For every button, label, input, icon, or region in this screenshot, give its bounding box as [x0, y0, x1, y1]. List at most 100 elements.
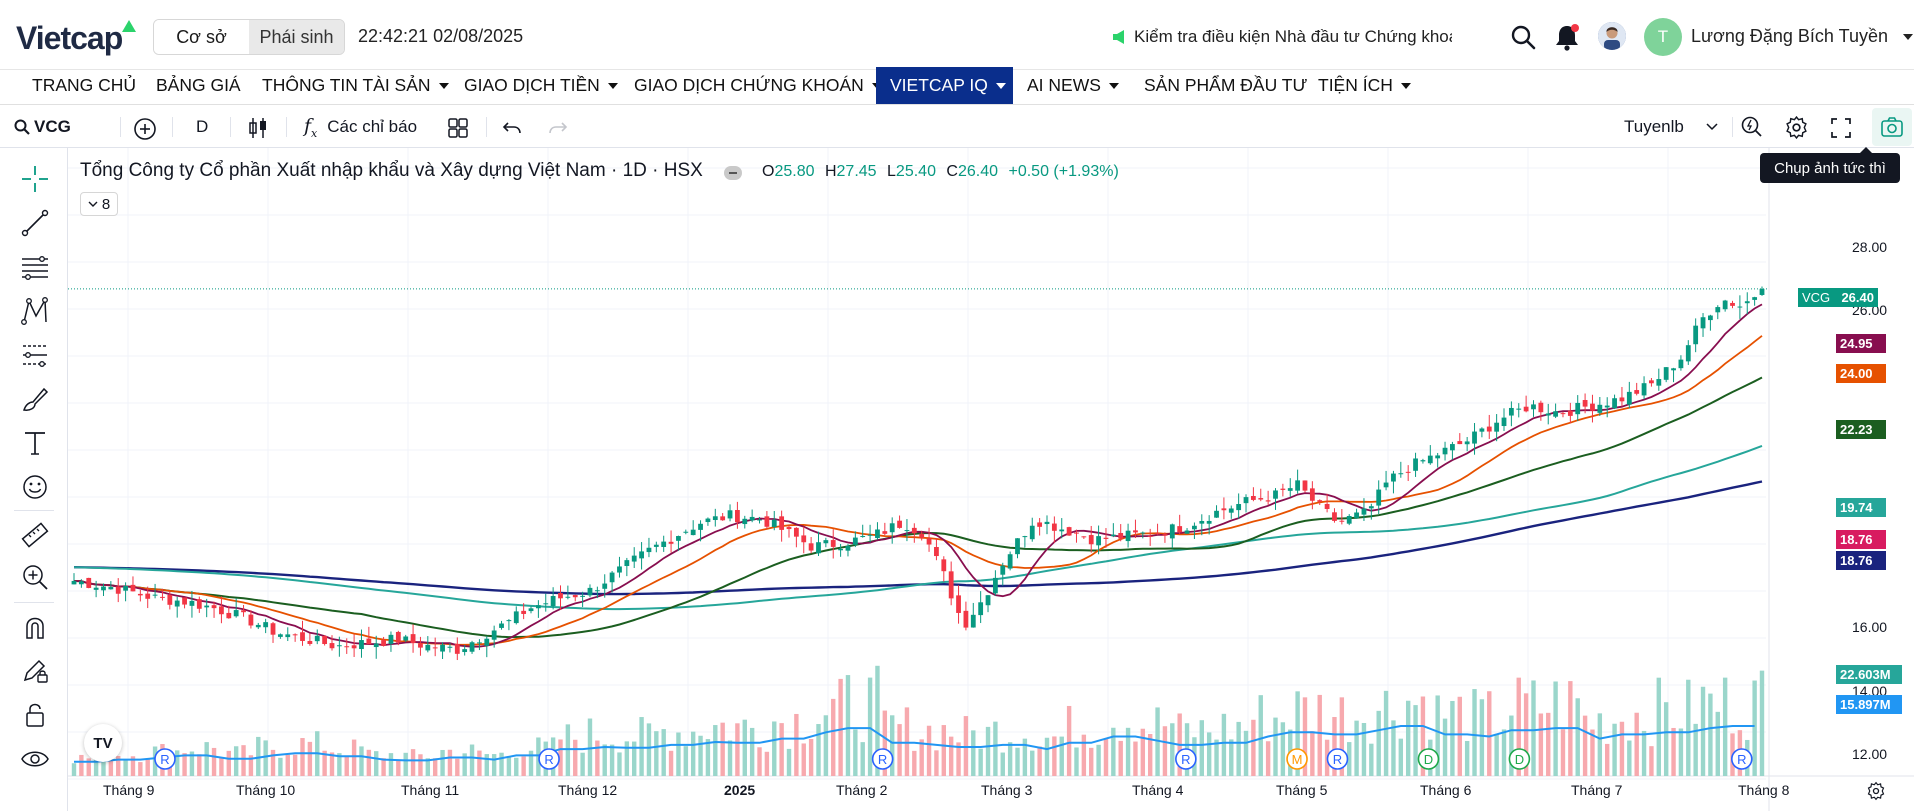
- candle-body: [742, 518, 748, 525]
- fullscreen-icon[interactable]: [1830, 117, 1852, 139]
- nav-thong-tin-tai-san[interactable]: THÔNG TIN TÀI SẢN: [248, 67, 463, 104]
- candle-body: [285, 634, 291, 638]
- lock-icon[interactable]: [20, 700, 50, 730]
- snapshot-button[interactable]: [1872, 108, 1912, 146]
- candle-body: [764, 516, 770, 527]
- volume-bar: [440, 749, 445, 776]
- nav-trang-chu[interactable]: TRANG CHỦ: [32, 75, 137, 95]
- segment-co-so[interactable]: Cơ sở: [154, 20, 249, 54]
- candle-body: [440, 644, 445, 652]
- indicator-collapse-button[interactable]: 8: [80, 192, 118, 216]
- candle-body: [1649, 380, 1654, 384]
- trend-line-icon[interactable]: [20, 208, 50, 238]
- symbol-search[interactable]: VCG: [14, 106, 71, 148]
- candle-body: [1044, 521, 1050, 525]
- candle-body: [506, 620, 512, 622]
- brush-icon[interactable]: [20, 384, 50, 414]
- volume-bar: [1236, 721, 1241, 776]
- nav-vietcap-iq[interactable]: VIETCAP IQ: [876, 67, 1013, 104]
- notice-ticker[interactable]: Kiểm tra điều kiện Nhà đầu tư Chứng khoá…: [1134, 27, 1452, 46]
- volume-bar: [1155, 707, 1160, 776]
- nav-bang-gia[interactable]: BẢNG GIÁ: [156, 75, 241, 95]
- forecast-tool-icon[interactable]: [20, 340, 50, 370]
- ohlc-low: 25.40: [895, 163, 936, 180]
- volume-bar: [123, 758, 128, 776]
- volume-bar: [366, 749, 372, 776]
- ruler-icon[interactable]: [20, 520, 50, 550]
- candle-body: [1273, 490, 1278, 499]
- volume-bar: [1133, 741, 1138, 776]
- candle-body: [786, 527, 792, 530]
- volume-bar: [558, 739, 563, 776]
- eye-icon[interactable]: [20, 744, 50, 774]
- crosshair-icon[interactable]: [20, 164, 50, 194]
- volume-bar: [79, 754, 84, 776]
- volume-bar: [1354, 720, 1359, 776]
- settings-gear-icon[interactable]: [1784, 115, 1809, 140]
- event-marker[interactable]: R: [871, 748, 894, 770]
- volume-bar: [602, 744, 607, 776]
- tradingview-logo[interactable]: TV: [84, 724, 122, 762]
- templates-grid-icon[interactable]: [446, 116, 470, 140]
- lock-drawings-pencil-icon[interactable]: [20, 656, 50, 686]
- candle-body: [381, 640, 386, 646]
- toolbar-divider: [486, 117, 487, 137]
- segment-phai-sinh[interactable]: Phái sinh: [249, 20, 344, 54]
- volume-bar: [676, 732, 681, 776]
- nav-ai-news[interactable]: AI NEWS: [1013, 67, 1133, 104]
- magnet-icon[interactable]: [20, 612, 50, 642]
- event-marker[interactable]: M: [1286, 748, 1308, 770]
- quick-search-icon[interactable]: [1740, 115, 1764, 139]
- volume-bar: [174, 750, 180, 776]
- fib-retracement-icon[interactable]: [20, 252, 50, 282]
- event-marker[interactable]: R: [1175, 748, 1197, 770]
- nav-san-pham-dau-tu[interactable]: SẢN PHẨM ĐẦU TƯ: [1144, 75, 1308, 95]
- volume-bar: [189, 751, 195, 776]
- volume-bar: [1457, 696, 1462, 776]
- nav-giao-dich-chung-khoan[interactable]: GIAO DỊCH CHỨNG KHOÁN: [620, 67, 896, 104]
- event-marker[interactable]: D: [1508, 748, 1531, 770]
- event-marker[interactable]: R: [1326, 748, 1349, 770]
- search-icon[interactable]: [1510, 24, 1536, 50]
- candle-type-icon[interactable]: [246, 116, 270, 140]
- candle-body: [123, 586, 128, 591]
- event-marker[interactable]: D: [1417, 748, 1440, 770]
- bell-icon[interactable]: [1552, 22, 1582, 52]
- pattern-tool-icon[interactable]: [20, 296, 50, 326]
- indicators-button[interactable]: fx Các chỉ báo: [304, 106, 417, 148]
- vietcap-logo[interactable]: Vietcap: [16, 20, 123, 56]
- compare-add-icon[interactable]: [133, 117, 157, 141]
- candle-body: [609, 572, 615, 583]
- x-tick: Tháng 8: [1738, 782, 1790, 798]
- candle-body: [801, 535, 807, 543]
- nav-tien-ich[interactable]: TIỆN ÍCH: [1304, 67, 1425, 104]
- candle-body: [1317, 500, 1323, 502]
- event-marker[interactable]: R: [1730, 748, 1753, 770]
- undo-icon[interactable]: [502, 118, 522, 138]
- axis-settings-icon[interactable]: [1866, 781, 1886, 801]
- avatar-photo[interactable]: [1598, 22, 1626, 50]
- layout-select[interactable]: Tuyenlb: [1624, 106, 1718, 148]
- redo-icon[interactable]: [548, 118, 568, 138]
- user-avatar[interactable]: T: [1644, 18, 1682, 56]
- event-marker[interactable]: R: [154, 748, 176, 770]
- candle-body: [491, 630, 497, 640]
- legend-visibility-toggle[interactable]: [724, 166, 742, 180]
- nav-giao-dich-tien[interactable]: GIAO DỊCH TIỀN: [450, 67, 632, 104]
- volume-bar: [71, 763, 77, 776]
- y-tick: 16.00: [1852, 619, 1888, 635]
- event-marker[interactable]: R: [538, 748, 560, 770]
- candle-body: [690, 529, 696, 536]
- interval-button[interactable]: D: [196, 117, 209, 136]
- emoji-icon[interactable]: [20, 472, 50, 502]
- candle-body: [919, 533, 925, 538]
- user-name[interactable]: Lương Đặng Bích Tuyền: [1691, 26, 1913, 47]
- volume-bar: [661, 729, 666, 776]
- zoom-in-icon[interactable]: [20, 562, 50, 592]
- text-tool-icon[interactable]: [20, 428, 50, 458]
- event-marker-label: R: [1737, 752, 1746, 767]
- volume-bar: [1516, 677, 1521, 776]
- volume-bar: [1538, 713, 1544, 776]
